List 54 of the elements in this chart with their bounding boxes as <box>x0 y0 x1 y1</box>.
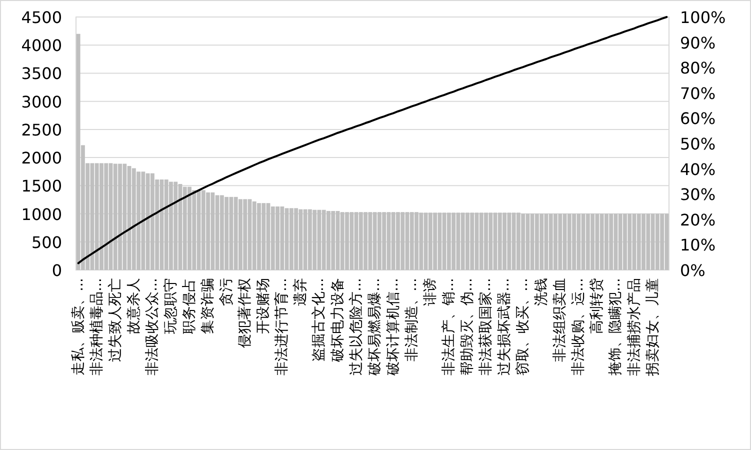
x-tick-label: 盗掘古文化... <box>311 278 328 362</box>
y2-tick-label: 50% <box>680 134 716 154</box>
x-tick-label: 高利转贷 <box>589 278 606 334</box>
x-tick-label: 破坏计算机信... <box>385 278 402 376</box>
x-tick-label: 非法制造、... <box>404 278 420 362</box>
x-tick-label: 玩忽职守 <box>162 278 179 334</box>
x-tick-label: 职务侵占 <box>182 278 198 334</box>
y-tick-label: 3500 <box>21 64 62 84</box>
x-tick-label: 非法进行节育... <box>273 278 290 376</box>
y-tick-label: 1500 <box>21 176 62 196</box>
x-tick-label: 非法种植毒品... <box>88 278 105 376</box>
x-tick-label: 帮助毁灭、伪... <box>459 278 476 376</box>
y2-tick-label: 70% <box>680 84 716 103</box>
x-tick-label: 窃取、收买、... <box>515 278 532 376</box>
x-tick-label: 诽谤 <box>422 278 438 306</box>
y2-tick-label: 30% <box>680 185 716 204</box>
x-tick-label: 破坏电力设备 <box>330 278 346 363</box>
x-tick-label: 破坏易燃易爆... <box>366 278 383 376</box>
y-tick-label: 4500 <box>21 8 62 27</box>
x-tick-label: 走私、贩卖、... <box>70 278 86 376</box>
y-tick-label: 500 <box>31 232 62 252</box>
x-tick-label: 侵犯著作权 <box>237 278 254 348</box>
x-tick-label: 非法收购、运... <box>570 278 587 376</box>
y2-tick-label: 20% <box>680 210 716 230</box>
y2-tick-label: 0% <box>680 261 706 280</box>
y-tick-label: 1000 <box>21 204 62 224</box>
y-tick-label: 0 <box>52 261 62 280</box>
x-tick-label: 贪污 <box>218 278 235 306</box>
x-tick-label: 故意杀人 <box>126 278 142 334</box>
x-tick-label: 过失以危险方... <box>348 278 364 376</box>
x-tick-label: 非法生产、销... <box>440 278 457 376</box>
x-tick-label: 非法组织卖血 <box>552 278 568 362</box>
x-tick-label: 开设赌场 <box>256 278 272 334</box>
x-tick-label: 集资诈骗 <box>200 278 216 334</box>
y-tick-label: 3000 <box>21 92 62 112</box>
y-tick-label: 2500 <box>21 120 62 140</box>
y-tick-label: 2000 <box>21 148 62 168</box>
x-tick-label: 洗钱 <box>534 278 550 306</box>
y2-tick-label: 80% <box>680 58 716 78</box>
y2-tick-label: 10% <box>680 236 716 255</box>
y2-tick-label: 60% <box>680 109 716 128</box>
x-tick-label: 非法获取国家... <box>478 278 494 376</box>
x-tick-label: 过失致人死亡 <box>107 278 124 362</box>
y2-tick-label: 90% <box>680 33 716 52</box>
x-tick-label: 遗弃 <box>292 278 309 306</box>
x-tick-label: 非法捕捞水产品 <box>626 278 642 376</box>
y2-tick-label: 40% <box>680 160 716 179</box>
x-tick-label: 非法吸收公众... <box>144 278 160 376</box>
x-tick-label: 拐卖妇女、儿童 <box>644 278 661 377</box>
y2-tick-label: 100% <box>680 8 726 27</box>
y-tick-label: 4000 <box>21 36 62 56</box>
line-series <box>77 16 668 264</box>
x-tick-label: 过失损坏武器... <box>496 278 513 376</box>
x-tick-label: 掩饰、隐瞒犯... <box>608 278 624 376</box>
